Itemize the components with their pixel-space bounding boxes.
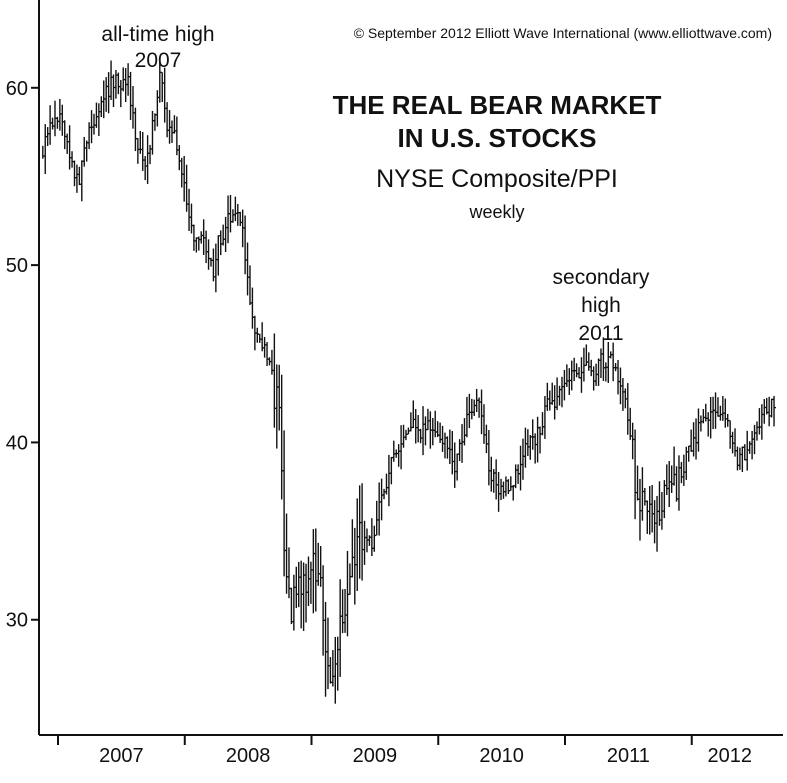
y-tick-label: 50 [6, 255, 28, 277]
chart-title-line-1: THE REAL BEAR MARKET [333, 90, 662, 120]
annotation-secondary-high-word: high [581, 294, 621, 317]
x-tick-label: 2012 [708, 745, 753, 767]
x-axis-ticks: 2007 2008 2009 2010 2011 2012 [57, 735, 753, 767]
annotation-secondary-high-label: secondary [553, 266, 650, 289]
x-tick-label: 2009 [353, 745, 398, 767]
x-tick-label: 2007 [99, 745, 144, 767]
chart-frequency: weekly [468, 202, 524, 222]
x-tick-label: 2008 [226, 745, 271, 767]
x-tick-label: 2010 [479, 745, 524, 767]
y-tick-label: 40 [6, 432, 28, 454]
x-tick-label: 2011 [607, 745, 650, 767]
y-tick-label: 30 [6, 610, 28, 632]
chart-subtitle: NYSE Composite/PPI [376, 165, 618, 193]
annotation-secondary-high-year: 2011 [578, 322, 623, 345]
annotation-all-time-high-label: all-time high [101, 23, 214, 46]
chart-title-line-2: IN U.S. STOCKS [398, 123, 597, 153]
price-bars [42, 60, 777, 704]
y-axis-ticks: 30 40 50 60 [6, 78, 39, 632]
annotation-all-time-high-year: 2007 [135, 49, 182, 72]
copyright-notice: © September 2012 Elliott Wave Internatio… [354, 25, 772, 41]
y-tick-label: 60 [6, 78, 28, 100]
